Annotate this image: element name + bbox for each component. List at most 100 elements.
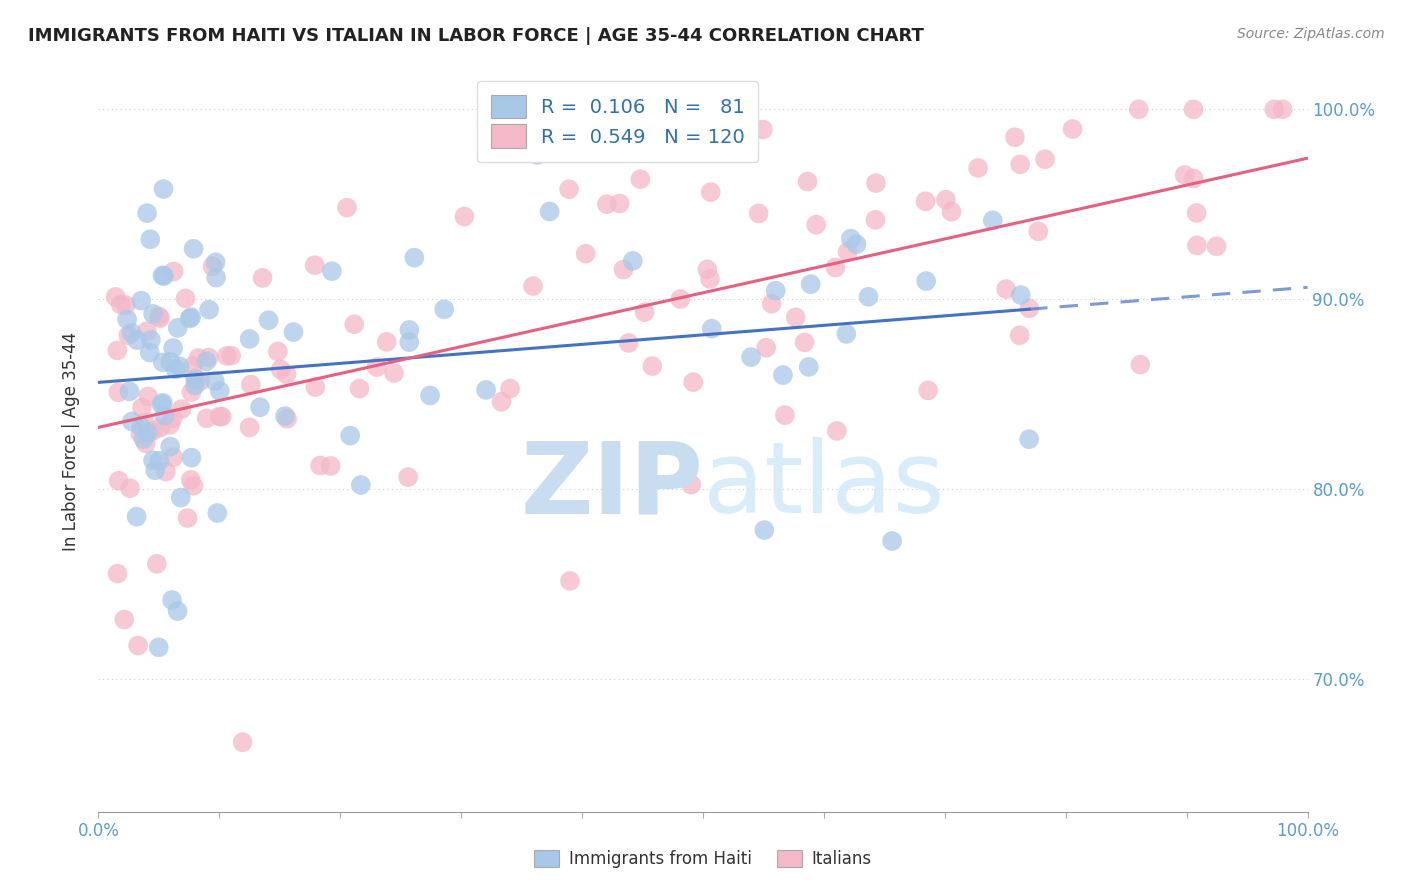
Point xyxy=(558,182,581,196)
Point xyxy=(143,463,166,477)
Point xyxy=(453,210,475,224)
Point xyxy=(184,371,207,385)
Point xyxy=(700,321,723,335)
Point xyxy=(176,511,198,525)
Point xyxy=(134,416,156,430)
Point xyxy=(761,297,783,311)
Point xyxy=(522,279,544,293)
Point xyxy=(136,206,159,220)
Point xyxy=(174,292,197,306)
Point xyxy=(804,218,827,232)
Point xyxy=(208,409,231,424)
Point xyxy=(155,465,177,479)
Point xyxy=(797,359,820,374)
Point xyxy=(184,378,207,392)
Point xyxy=(699,272,721,286)
Point xyxy=(404,251,426,265)
Point xyxy=(785,310,807,325)
Point xyxy=(115,312,138,326)
Point xyxy=(617,335,640,350)
Point xyxy=(181,359,204,373)
Point xyxy=(205,270,228,285)
Point xyxy=(575,246,598,260)
Point xyxy=(475,383,498,397)
Point xyxy=(252,271,274,285)
Point xyxy=(184,373,207,387)
Point xyxy=(118,481,141,495)
Point xyxy=(179,311,201,326)
Point xyxy=(180,450,202,465)
Point xyxy=(1010,288,1032,302)
Point xyxy=(139,333,162,347)
Point xyxy=(125,509,148,524)
Point xyxy=(135,324,157,338)
Point xyxy=(696,262,718,277)
Point xyxy=(201,260,224,274)
Point xyxy=(148,453,170,467)
Point xyxy=(349,382,371,396)
Y-axis label: In Labor Force | Age 35-44: In Labor Force | Age 35-44 xyxy=(62,332,80,551)
Point xyxy=(824,260,846,275)
Point xyxy=(740,350,762,364)
Point xyxy=(858,290,880,304)
Point xyxy=(105,343,128,358)
Point xyxy=(107,385,129,400)
Text: atlas: atlas xyxy=(703,437,945,534)
Point xyxy=(396,470,419,484)
Point xyxy=(773,408,796,422)
Point xyxy=(152,182,174,196)
Point xyxy=(1128,103,1150,117)
Point xyxy=(914,194,936,209)
Point xyxy=(526,148,548,162)
Point xyxy=(132,432,155,446)
Point xyxy=(187,351,209,365)
Point xyxy=(139,232,162,246)
Point xyxy=(612,262,634,277)
Point xyxy=(149,421,172,435)
Point xyxy=(211,409,233,424)
Point xyxy=(748,206,770,220)
Point xyxy=(641,359,664,373)
Point xyxy=(107,474,129,488)
Point xyxy=(257,313,280,327)
Point xyxy=(1010,157,1032,171)
Point xyxy=(169,359,191,374)
Point xyxy=(699,185,721,199)
Point xyxy=(148,640,170,655)
Point xyxy=(491,394,513,409)
Point xyxy=(309,458,332,473)
Point xyxy=(1205,239,1227,253)
Point xyxy=(131,420,153,434)
Point xyxy=(609,196,631,211)
Point xyxy=(621,253,644,268)
Point xyxy=(283,325,305,339)
Point xyxy=(162,450,184,465)
Point xyxy=(596,197,619,211)
Point xyxy=(170,402,193,417)
Point xyxy=(865,176,887,190)
Point xyxy=(149,311,172,326)
Point xyxy=(110,297,132,311)
Point xyxy=(845,237,868,252)
Point xyxy=(633,305,655,319)
Point xyxy=(433,302,456,317)
Point xyxy=(1182,171,1205,186)
Point xyxy=(880,534,903,549)
Point xyxy=(215,349,238,363)
Point xyxy=(499,382,522,396)
Point xyxy=(166,321,188,335)
Point xyxy=(755,341,778,355)
Text: IMMIGRANTS FROM HAITI VS ITALIAN IN LABOR FORCE | AGE 35-44 CORRELATION CHART: IMMIGRANTS FROM HAITI VS ITALIAN IN LABO… xyxy=(28,27,924,45)
Point xyxy=(375,334,398,349)
Point xyxy=(1185,238,1208,252)
Point xyxy=(793,335,815,350)
Point xyxy=(159,417,181,432)
Point xyxy=(180,385,202,400)
Point xyxy=(682,375,704,389)
Point xyxy=(1033,153,1056,167)
Point xyxy=(159,355,181,369)
Point xyxy=(127,333,149,347)
Point xyxy=(104,290,127,304)
Point xyxy=(267,344,290,359)
Point xyxy=(837,244,859,259)
